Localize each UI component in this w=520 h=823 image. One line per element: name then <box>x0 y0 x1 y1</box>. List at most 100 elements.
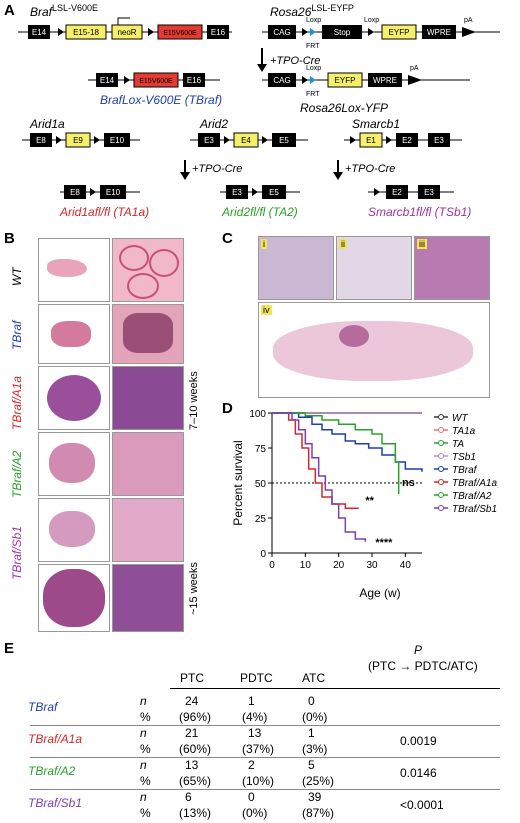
arid1a-title: Arid1a <box>29 117 65 131</box>
smarcb1-e1-label: E1 <box>366 136 376 145</box>
n-value: 6 <box>185 790 192 804</box>
rosa-loxp-2 <box>368 28 374 36</box>
table-header-rule <box>170 688 500 689</box>
rosa-rec-frt-label: FRT <box>306 91 320 98</box>
legend-marker <box>438 479 444 485</box>
row-label-tbraf-sb1: TBraf/Sb1 <box>10 525 24 580</box>
rosa-stop-label: Stop <box>334 28 351 37</box>
pct-value: (10%) <box>242 774 275 788</box>
loxp-arrow-1 <box>58 28 64 36</box>
header-ptc: PTC <box>180 671 204 685</box>
x-axis-label: Age (w) <box>359 586 400 600</box>
rosa-stop <box>322 25 362 39</box>
arid2-e5-label: E5 <box>279 136 289 145</box>
arid2-e3-label: E3 <box>204 136 214 145</box>
arid1a-rec-e10-label: E10 <box>106 188 121 197</box>
smarcb1-loxp-1 <box>350 136 356 144</box>
row-label-wt: WT <box>10 267 24 286</box>
legend-marker <box>438 466 444 472</box>
arid2-rec-label: Arid2fl/fl (TA2) <box>221 205 298 219</box>
braf-e16-label: E16 <box>211 28 226 37</box>
rosa-cag <box>268 25 296 39</box>
smarcb1-loxp-2 <box>386 136 392 144</box>
arid2-rec-loxp <box>252 188 258 196</box>
rosa-wpre-label: WPRE <box>427 28 451 37</box>
histology-tbraf-sb1-high <box>112 564 184 632</box>
arid2-e3 <box>198 133 220 147</box>
smarcb1-rec-e2 <box>386 185 408 199</box>
rosa-loxp-label-2: Loxp <box>364 17 379 24</box>
annotation: **** <box>375 537 393 549</box>
rosa-rec-pa-arrow <box>408 75 422 85</box>
smarcb1-e3-label: E3 <box>434 136 444 145</box>
pct-value: (60%) <box>179 742 212 756</box>
braf-e14 <box>28 25 50 39</box>
pct-value: (13%) <box>179 806 212 820</box>
histology-tbraf-a2-low-2 <box>38 498 110 562</box>
histology-wt-high <box>112 238 184 302</box>
histology-tbraf-low <box>38 304 110 364</box>
genotype-label: TBraf <box>28 700 58 714</box>
age-label-1: 7–10 weeks <box>188 371 200 430</box>
smarcb1-rec-label: Smarcb1fl/fl (TSb1) <box>368 205 471 219</box>
rosa-title: Rosa26LSL-EYFP <box>270 3 354 19</box>
braf-rec-loxp <box>124 76 130 84</box>
smarcb1-title: Smarcb1 <box>352 117 400 131</box>
arid1a-rec-loxp <box>90 188 96 196</box>
legend-label: TA1a <box>452 426 476 437</box>
cre-arrowhead-smarcb1 <box>333 172 343 180</box>
n-value: 0 <box>308 694 315 708</box>
row-label-tbraf: TBraf <box>10 320 24 350</box>
panel-label-e: E <box>4 640 15 657</box>
rosa-rec-pa-label: pA <box>410 65 419 72</box>
arid2-e5 <box>272 133 296 147</box>
legend-label: WT <box>452 413 468 424</box>
arid2-e4 <box>233 132 259 148</box>
arid2-loxp-1 <box>224 136 230 144</box>
legend-marker <box>438 414 444 420</box>
braf-rec-label: BrafLox-V600E (TBraf) <box>100 93 222 107</box>
histology-tbraf-sb1-low <box>38 564 110 632</box>
row-divider <box>30 725 500 726</box>
p-value: 0.0146 <box>400 766 437 780</box>
panel-label-a: A <box>4 2 15 19</box>
arid1a-rec-label: Arid1afl/fl (TA1a) <box>59 205 149 219</box>
arid2-rec-e3-label: E3 <box>232 188 242 197</box>
genotype-label: TBraf/A1a <box>28 732 83 746</box>
n-label: n <box>140 726 147 740</box>
n-label: n <box>140 790 147 804</box>
inset-label-iv: iv <box>261 305 272 315</box>
n-value: 5 <box>308 758 315 772</box>
pct-label: % <box>140 742 151 756</box>
rosa-pa-label: pA <box>464 17 473 24</box>
rosa-wpre <box>422 25 456 39</box>
legend-label: TBraf/Sb1 <box>452 504 497 515</box>
cre-arrowhead-arid2 <box>180 172 190 180</box>
pct-value: (0%) <box>302 710 328 724</box>
arid1a-e8 <box>30 133 52 147</box>
arid1a-e9-label: E9 <box>73 136 83 145</box>
pct-value: (87%) <box>302 806 335 820</box>
panel-label-c: C <box>222 230 233 247</box>
n-value: 21 <box>185 726 199 740</box>
histology-tbraf-a2-high <box>112 432 184 496</box>
age-label-2: ~15 weeks <box>188 562 200 615</box>
n-value: 1 <box>248 694 255 708</box>
pct-value: (37%) <box>242 742 275 756</box>
arid2-e4-label: E4 <box>241 136 251 145</box>
histology-tbraf-a2-high-2 <box>112 498 184 562</box>
p-header: P <box>414 643 423 657</box>
p-subheader: (PTC → PDTC/ATC) <box>368 659 478 673</box>
rosa-rec-wpre <box>368 73 402 87</box>
histology-tbraf-high <box>112 304 184 364</box>
survival-curve-tbraf-a1a <box>272 412 359 509</box>
rosa-pa-arrow <box>462 27 476 37</box>
cre-label-top: +TPO-Cre <box>270 55 320 67</box>
cre-arrowhead-top <box>257 64 267 72</box>
arid1a-e9 <box>65 132 91 148</box>
x-tick-label: 0 <box>269 560 275 571</box>
braf-rec-e16-label: E16 <box>187 76 202 85</box>
braf-e15-18 <box>65 24 107 40</box>
n-value: 13 <box>185 758 199 772</box>
y-tick-label: 25 <box>255 514 267 525</box>
